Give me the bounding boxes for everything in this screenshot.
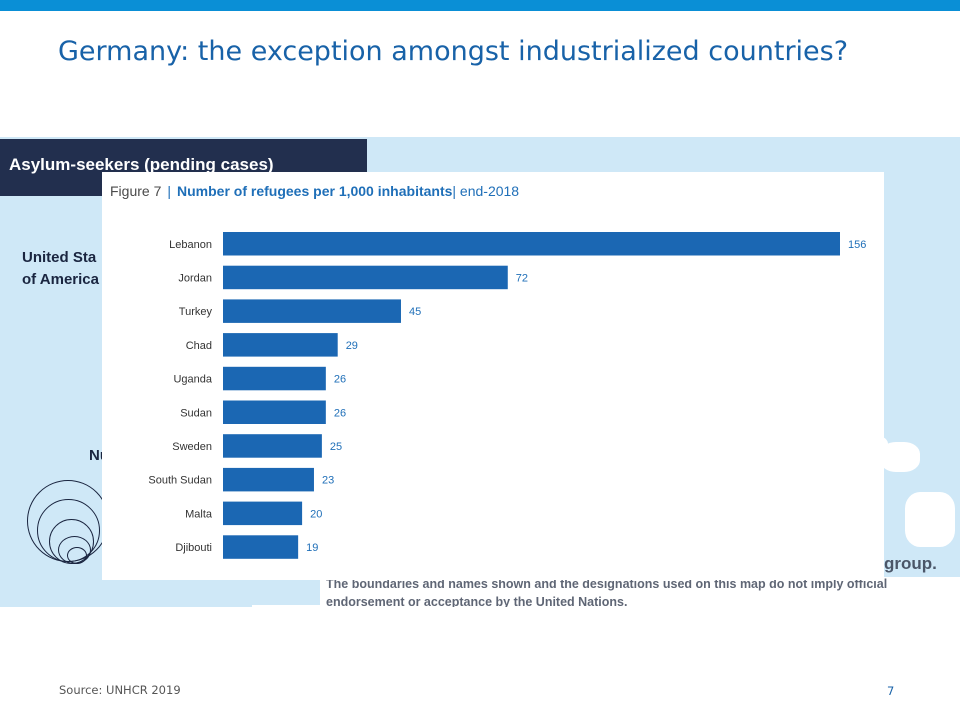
category-label: Lebanon bbox=[169, 239, 212, 251]
bar-sweden bbox=[223, 434, 322, 458]
value-label: 29 bbox=[346, 340, 358, 352]
bar-jordan bbox=[223, 265, 508, 290]
legend-bubble bbox=[67, 547, 87, 564]
map-landmass bbox=[252, 605, 322, 607]
category-label: Turkey bbox=[179, 306, 213, 318]
figure-title: Figure 7 | Number of refugees per 1,000 in… bbox=[110, 183, 519, 199]
map-group-text: group. bbox=[884, 554, 937, 573]
slide-title: Germany: the exception amongst industria… bbox=[58, 36, 849, 67]
map-landmass bbox=[905, 492, 955, 547]
map-disclaimer-line: The boundaries and names shown and the d… bbox=[326, 577, 888, 591]
category-label: Sudan bbox=[180, 407, 212, 419]
bar-djibouti bbox=[223, 535, 299, 559]
chart-panel: Figure 7 | Number of refugees per 1,000 in… bbox=[102, 172, 884, 580]
map-country-label: United Sta bbox=[22, 249, 97, 266]
value-label: 19 bbox=[306, 542, 318, 554]
page-number: 7 bbox=[887, 684, 895, 698]
category-label: Sweden bbox=[172, 441, 212, 453]
bar-malta bbox=[223, 501, 303, 526]
map-disclaimer-line: endorsement or acceptance by the United … bbox=[326, 595, 628, 607]
value-label: 156 bbox=[848, 239, 866, 251]
bar-chad bbox=[223, 333, 338, 357]
bar-chart: Lebanon 156 Jordan 72 Turkey 45 Chad 29 Uganda 26… bbox=[148, 232, 866, 559]
value-label: 26 bbox=[334, 407, 346, 419]
bar-uganda bbox=[223, 366, 326, 391]
map-disclaimer-box bbox=[320, 577, 960, 607]
category-label: Jordan bbox=[178, 272, 212, 284]
figure-subtitle: | end-2018 bbox=[452, 183, 520, 199]
category-label: Chad bbox=[186, 340, 212, 352]
value-label: 72 bbox=[516, 272, 528, 284]
value-label: 45 bbox=[409, 306, 421, 318]
category-label: Malta bbox=[185, 508, 213, 520]
figure-separator: | bbox=[167, 183, 171, 199]
bar-turkey bbox=[223, 299, 401, 323]
value-label: 23 bbox=[322, 475, 334, 487]
bar-lebanon bbox=[223, 232, 840, 256]
figure-label: Figure 7 bbox=[110, 183, 162, 199]
map-header-text: Asylum-seekers (pending cases) bbox=[9, 155, 274, 174]
category-label: Uganda bbox=[173, 374, 212, 386]
value-label: 20 bbox=[310, 508, 322, 520]
value-label: 26 bbox=[334, 374, 346, 386]
bar-south-sudan bbox=[223, 467, 314, 492]
bar-sudan bbox=[223, 400, 326, 424]
value-label: 25 bbox=[330, 441, 342, 453]
source-note: Source: UNHCR 2019 bbox=[59, 683, 181, 697]
map-country-label: of America bbox=[22, 271, 99, 288]
top-accent-bar bbox=[0, 0, 960, 11]
category-label: Djibouti bbox=[175, 542, 212, 554]
category-label: South Sudan bbox=[148, 475, 212, 487]
figure-main-title: Number of refugees per 1,000 inhabitants bbox=[177, 183, 453, 199]
